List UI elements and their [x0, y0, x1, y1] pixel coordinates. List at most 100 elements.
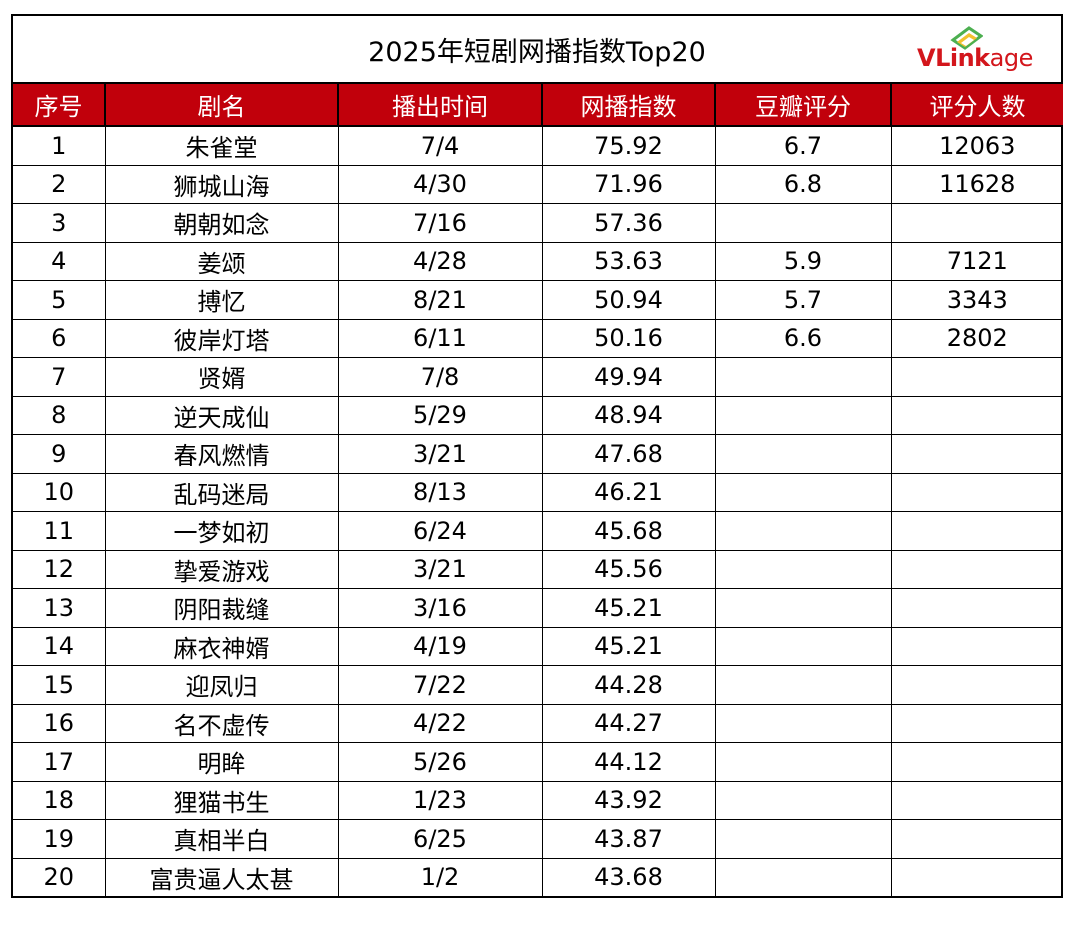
cell-index: 44.28: [541, 665, 715, 704]
cell-douban-score: [714, 357, 891, 396]
column-header-douban-score: 豆瓣评分: [714, 84, 891, 127]
cell-air-date: 5/29: [337, 395, 542, 435]
column-header-name: 剧名: [104, 84, 338, 127]
cell-index: 44.12: [541, 742, 715, 781]
cell-rank: 13: [13, 588, 105, 627]
cell-name: 朝朝如念: [104, 203, 338, 242]
cell-rank: 19: [13, 819, 105, 858]
cell-douban-score: 6.7: [714, 126, 891, 165]
cell-air-date: 5/26: [337, 742, 542, 781]
column-header-rating-count: 评分人数: [890, 84, 1063, 127]
cell-name: 朱雀堂: [104, 126, 338, 165]
cell-name: 明眸: [104, 742, 338, 781]
cell-name: 名不虚传: [104, 703, 338, 743]
cell-rank: 12: [13, 549, 105, 589]
cell-rating-count: [890, 703, 1063, 743]
table-row: 6 彼岸灯塔 6/11 50.16 6.6 2802: [13, 318, 1063, 358]
cell-rating-count: [890, 588, 1063, 627]
table-row: 10 乱码迷局 8/13 46.21: [13, 472, 1063, 512]
cell-index: 48.94: [541, 395, 715, 435]
cell-douban-score: [714, 511, 891, 550]
cell-rank: 20: [13, 857, 105, 896]
cell-rating-count: [890, 742, 1063, 781]
cell-rating-count: 12063: [890, 126, 1063, 165]
cell-index: 47.68: [541, 434, 715, 473]
cell-douban-score: [714, 742, 891, 781]
cell-rating-count: [890, 780, 1063, 820]
cell-douban-score: [714, 703, 891, 743]
cell-douban-score: [714, 434, 891, 473]
cell-douban-score: 6.8: [714, 164, 891, 204]
cell-index: 50.16: [541, 318, 715, 358]
cell-index: 45.56: [541, 549, 715, 589]
table-row: 19 真相半白 6/25 43.87: [13, 819, 1063, 858]
cell-air-date: 1/2: [337, 857, 542, 896]
vlinkage-logo-mark-icon: [950, 26, 983, 50]
cell-index: 45.68: [541, 511, 715, 550]
vlinkage-logo-text: VLinkage: [917, 44, 1033, 72]
cell-name: 搏忆: [104, 280, 338, 319]
table-row: 13 阴阳裁缝 3/16 45.21: [13, 588, 1063, 627]
cell-index: 75.92: [541, 126, 715, 165]
ranking-table-sheet: 2025年短剧网播指数Top20 VLinkage 序号 剧名 播出时间 网播指…: [11, 14, 1063, 898]
cell-name: 狮城山海: [104, 164, 338, 204]
cell-rank: 4: [13, 241, 105, 281]
ranking-table: 序号 剧名 播出时间 网播指数 豆瓣评分 评分人数 1 朱雀堂 7/4 75.92 6.…: [13, 84, 1063, 896]
cell-douban-score: 5.7: [714, 280, 891, 319]
cell-name: 挚爱游戏: [104, 549, 338, 589]
table-row: 1 朱雀堂 7/4 75.92 6.7 12063: [13, 126, 1063, 165]
table-row: 15 迎凤归 7/22 44.28: [13, 665, 1063, 704]
cell-air-date: 8/21: [337, 280, 542, 319]
cell-name: 春风燃情: [104, 434, 338, 473]
table-title: 2025年短剧网播指数Top20: [368, 36, 706, 68]
cell-rank: 8: [13, 395, 105, 435]
cell-douban-score: [714, 395, 891, 435]
cell-index: 57.36: [541, 203, 715, 242]
cell-air-date: 8/13: [337, 472, 542, 512]
cell-rating-count: [890, 395, 1063, 435]
table-row: 18 狸猫书生 1/23 43.92: [13, 780, 1063, 820]
table-row: 4 姜颂 4/28 53.63 5.9 7121: [13, 241, 1063, 281]
cell-douban-score: [714, 472, 891, 512]
table-row: 11 一梦如初 6/24 45.68: [13, 511, 1063, 550]
cell-air-date: 6/24: [337, 511, 542, 550]
cell-rating-count: [890, 357, 1063, 396]
cell-air-date: 3/21: [337, 434, 542, 473]
cell-rank: 15: [13, 665, 105, 704]
cell-douban-score: [714, 588, 891, 627]
cell-rank: 6: [13, 318, 105, 358]
table-row: 8 逆天成仙 5/29 48.94: [13, 395, 1063, 435]
cell-rank: 3: [13, 203, 105, 242]
cell-name: 姜颂: [104, 241, 338, 281]
table-body: 1 朱雀堂 7/4 75.92 6.7 12063 2 狮城山海 4/30 71.96 6.8 116…: [13, 126, 1063, 896]
cell-rating-count: [890, 434, 1063, 473]
cell-name: 真相半白: [104, 819, 338, 858]
cell-douban-score: [714, 203, 891, 242]
cell-index: 45.21: [541, 626, 715, 666]
table-row: 20 富贵逼人太甚 1/2 43.68: [13, 857, 1063, 896]
cell-air-date: 4/28: [337, 241, 542, 281]
cell-air-date: 4/22: [337, 703, 542, 743]
cell-rank: 18: [13, 780, 105, 820]
cell-rank: 7: [13, 357, 105, 396]
cell-rank: 5: [13, 280, 105, 319]
cell-air-date: 4/30: [337, 164, 542, 204]
cell-air-date: 7/22: [337, 665, 542, 704]
cell-douban-score: [714, 549, 891, 589]
table-row: 3 朝朝如念 7/16 57.36: [13, 203, 1063, 242]
cell-douban-score: [714, 665, 891, 704]
cell-name: 阴阳裁缝: [104, 588, 338, 627]
cell-name: 狸猫书生: [104, 780, 338, 820]
table-row: 14 麻衣神婿 4/19 45.21: [13, 626, 1063, 666]
cell-index: 53.63: [541, 241, 715, 281]
cell-douban-score: [714, 857, 891, 896]
table-row: 12 挚爱游戏 3/21 45.56: [13, 549, 1063, 589]
cell-rating-count: 11628: [890, 164, 1063, 204]
cell-index: 44.27: [541, 703, 715, 743]
cell-name: 麻衣神婿: [104, 626, 338, 666]
cell-rating-count: [890, 626, 1063, 666]
cell-rank: 10: [13, 472, 105, 512]
table-title-row: 2025年短剧网播指数Top20 VLinkage: [13, 16, 1061, 84]
cell-rank: 14: [13, 626, 105, 666]
cell-name: 迎凤归: [104, 665, 338, 704]
